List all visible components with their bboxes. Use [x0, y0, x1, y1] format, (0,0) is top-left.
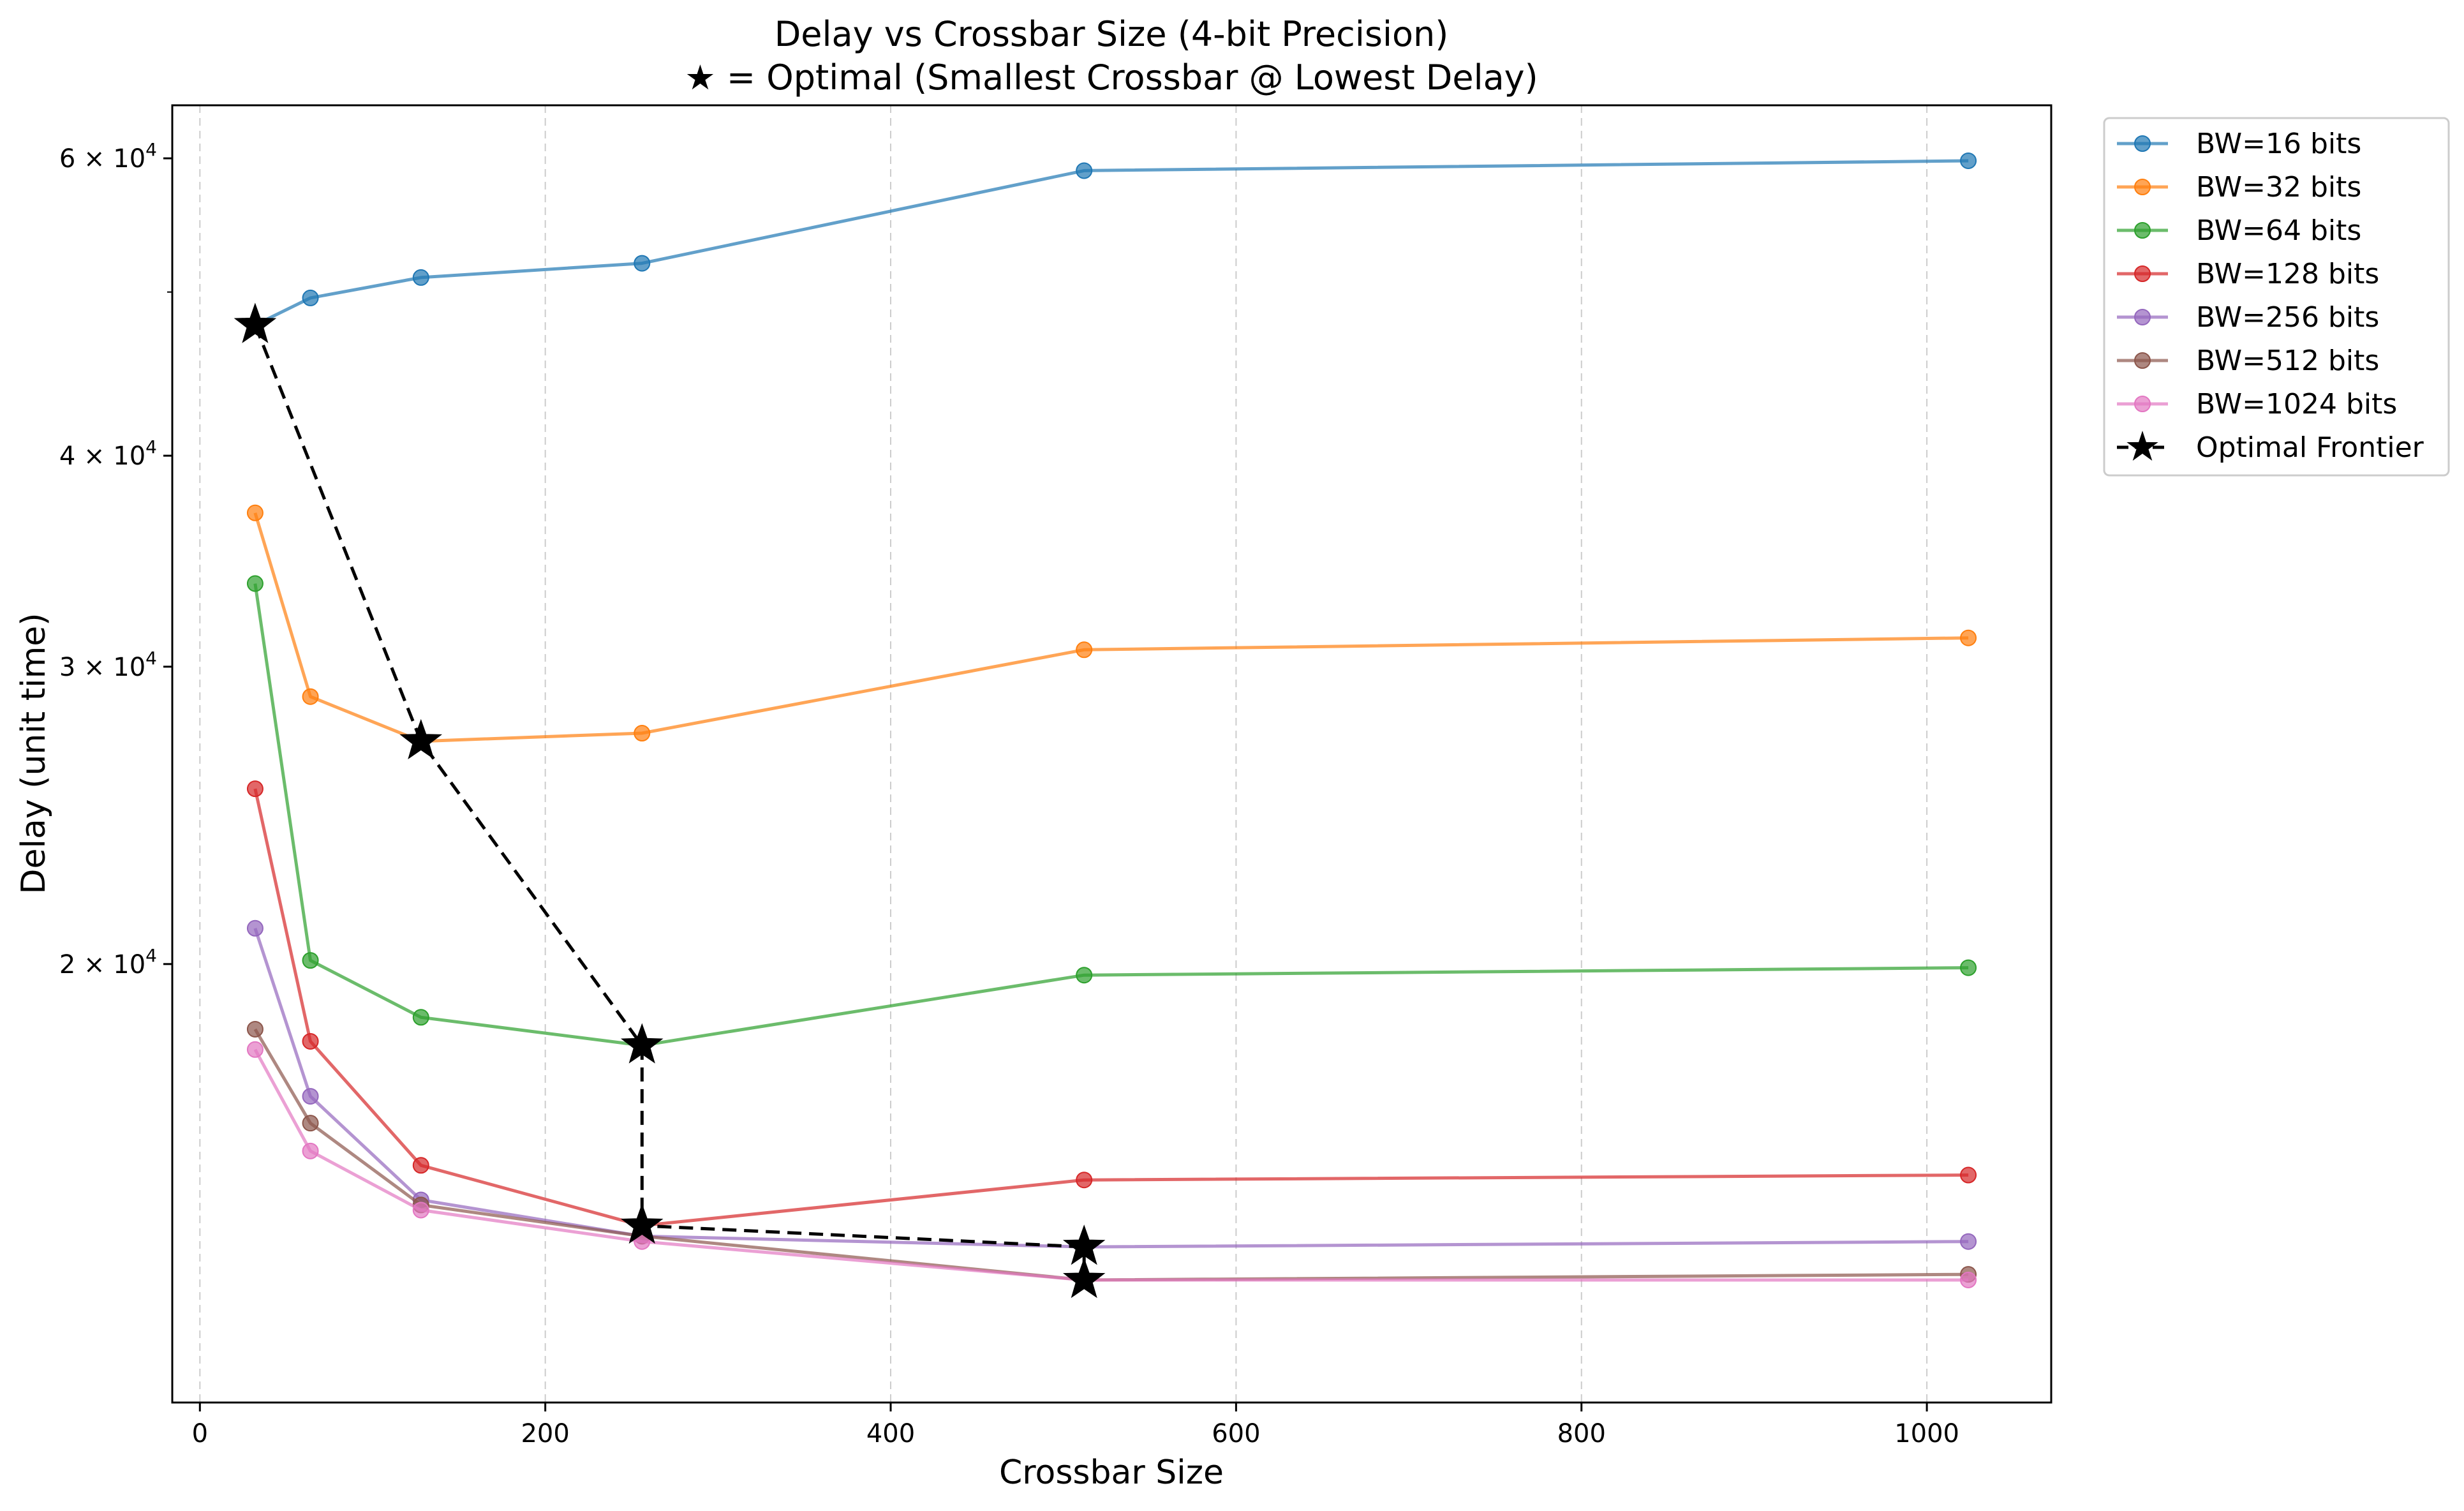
- legend-marker: [2126, 431, 2158, 461]
- data-point: [412, 1009, 429, 1026]
- legend-marker: [2134, 135, 2151, 152]
- data-point: [302, 1088, 319, 1105]
- data-point: [1960, 1271, 1977, 1288]
- legend-marker: [2134, 309, 2151, 325]
- legend-label: BW=32 bits: [2196, 171, 2361, 204]
- legend-entry: BW=1024 bits: [2117, 388, 2397, 421]
- legend-label: BW=1024 bits: [2196, 388, 2397, 421]
- data-point: [634, 725, 651, 742]
- data-point: [1960, 959, 1977, 976]
- legend-label: BW=512 bits: [2196, 345, 2379, 377]
- x-tick-label: 400: [866, 1419, 915, 1448]
- legend-entry: Optimal Frontier: [2117, 431, 2424, 464]
- series-line: [253, 512, 1969, 743]
- legend-entry: BW=512 bits: [2117, 345, 2379, 377]
- y-axis-label: Delay (unit time): [15, 613, 53, 895]
- series-line: [253, 928, 1969, 1249]
- data-point: [246, 1041, 263, 1058]
- data-point: [246, 919, 263, 937]
- data-point: [1960, 1166, 1977, 1184]
- legend-entry: BW=32 bits: [2117, 171, 2361, 204]
- data-point: [302, 1032, 319, 1050]
- data-point: [1960, 1233, 1977, 1250]
- legend-marker: [2134, 179, 2151, 195]
- legend-entry: BW=256 bits: [2117, 301, 2379, 334]
- legend-label: BW=16 bits: [2196, 128, 2361, 160]
- data-point: [1076, 641, 1093, 659]
- y-axis-ticks: 2 × 104 3 × 104 4 × 104 6 × 104: [59, 139, 172, 979]
- y-tick-label: 2 × 104: [59, 945, 157, 979]
- frontier-star: [620, 1203, 664, 1244]
- series-line: [253, 788, 1969, 1228]
- x-tick-label: 200: [521, 1419, 569, 1448]
- data-point: [1076, 967, 1093, 984]
- data-point: [246, 504, 263, 521]
- series-lines: [246, 152, 1977, 1288]
- plot-frame: [171, 104, 2052, 1404]
- legend-marker: [2134, 352, 2151, 369]
- series-line: [254, 159, 1969, 327]
- series-line: [253, 1048, 1969, 1282]
- data-point: [412, 1202, 429, 1219]
- frontier-star: [399, 718, 443, 760]
- y-tick-label: 6 × 104: [59, 139, 157, 174]
- frontier-star: [1062, 1258, 1106, 1299]
- data-point: [1076, 162, 1093, 179]
- data-point: [412, 269, 429, 286]
- legend-entry: BW=128 bits: [2117, 258, 2379, 290]
- y-tick-label: 4 × 104: [59, 436, 157, 471]
- x-tick-label: 800: [1557, 1419, 1606, 1448]
- legend: BW=16 bits BW=32 bits BW=64 bits BW=128 bit…: [2103, 117, 2450, 477]
- x-tick-label: 1000: [1894, 1419, 1959, 1448]
- data-point: [302, 1115, 319, 1132]
- frontier-star: [234, 302, 277, 343]
- legend-entry: BW=16 bits: [2117, 128, 2361, 160]
- legend-box: [2103, 117, 2450, 477]
- x-tick-label: 0: [192, 1419, 208, 1448]
- legend-entry: BW=64 bits: [2117, 214, 2361, 247]
- series: [246, 1041, 1977, 1288]
- legend-marker: [2134, 265, 2151, 282]
- data-point: [1960, 152, 1977, 169]
- series: [246, 152, 1977, 334]
- y-tick-label: 3 × 104: [59, 648, 157, 682]
- legend-marker: [2134, 396, 2151, 412]
- data-point: [246, 1020, 263, 1038]
- data-point: [246, 575, 263, 592]
- chart-title: Delay vs Crossbar Size (4-bit Precision): [775, 14, 1449, 54]
- chart-subtitle: ★ = Optimal (Smallest Crossbar @ Lowest …: [685, 57, 1538, 98]
- frontier-star: [620, 1023, 664, 1064]
- data-point: [246, 780, 263, 798]
- data-point: [302, 952, 319, 969]
- x-axis-ticks: 0 200 400 600 800 1000: [192, 1403, 1959, 1448]
- data-point: [412, 1157, 429, 1174]
- data-point: [634, 255, 651, 272]
- frontier-line: [253, 324, 1086, 1280]
- optimal-frontier: [234, 302, 1106, 1299]
- data-point: [302, 289, 319, 306]
- legend-label: Optimal Frontier: [2196, 431, 2424, 464]
- x-axis-label: Crossbar Size: [999, 1454, 1224, 1492]
- data-point: [1960, 629, 1977, 646]
- frontier-star: [1062, 1224, 1106, 1265]
- data-point: [1076, 1172, 1093, 1189]
- legend-marker: [2134, 222, 2151, 239]
- series-line: [253, 583, 1969, 1047]
- data-point: [302, 1142, 319, 1159]
- legend-label: BW=64 bits: [2196, 214, 2361, 247]
- legend-label: BW=128 bits: [2196, 258, 2379, 290]
- data-point: [302, 688, 319, 705]
- x-tick-label: 600: [1212, 1419, 1260, 1448]
- legend-label: BW=256 bits: [2196, 301, 2379, 334]
